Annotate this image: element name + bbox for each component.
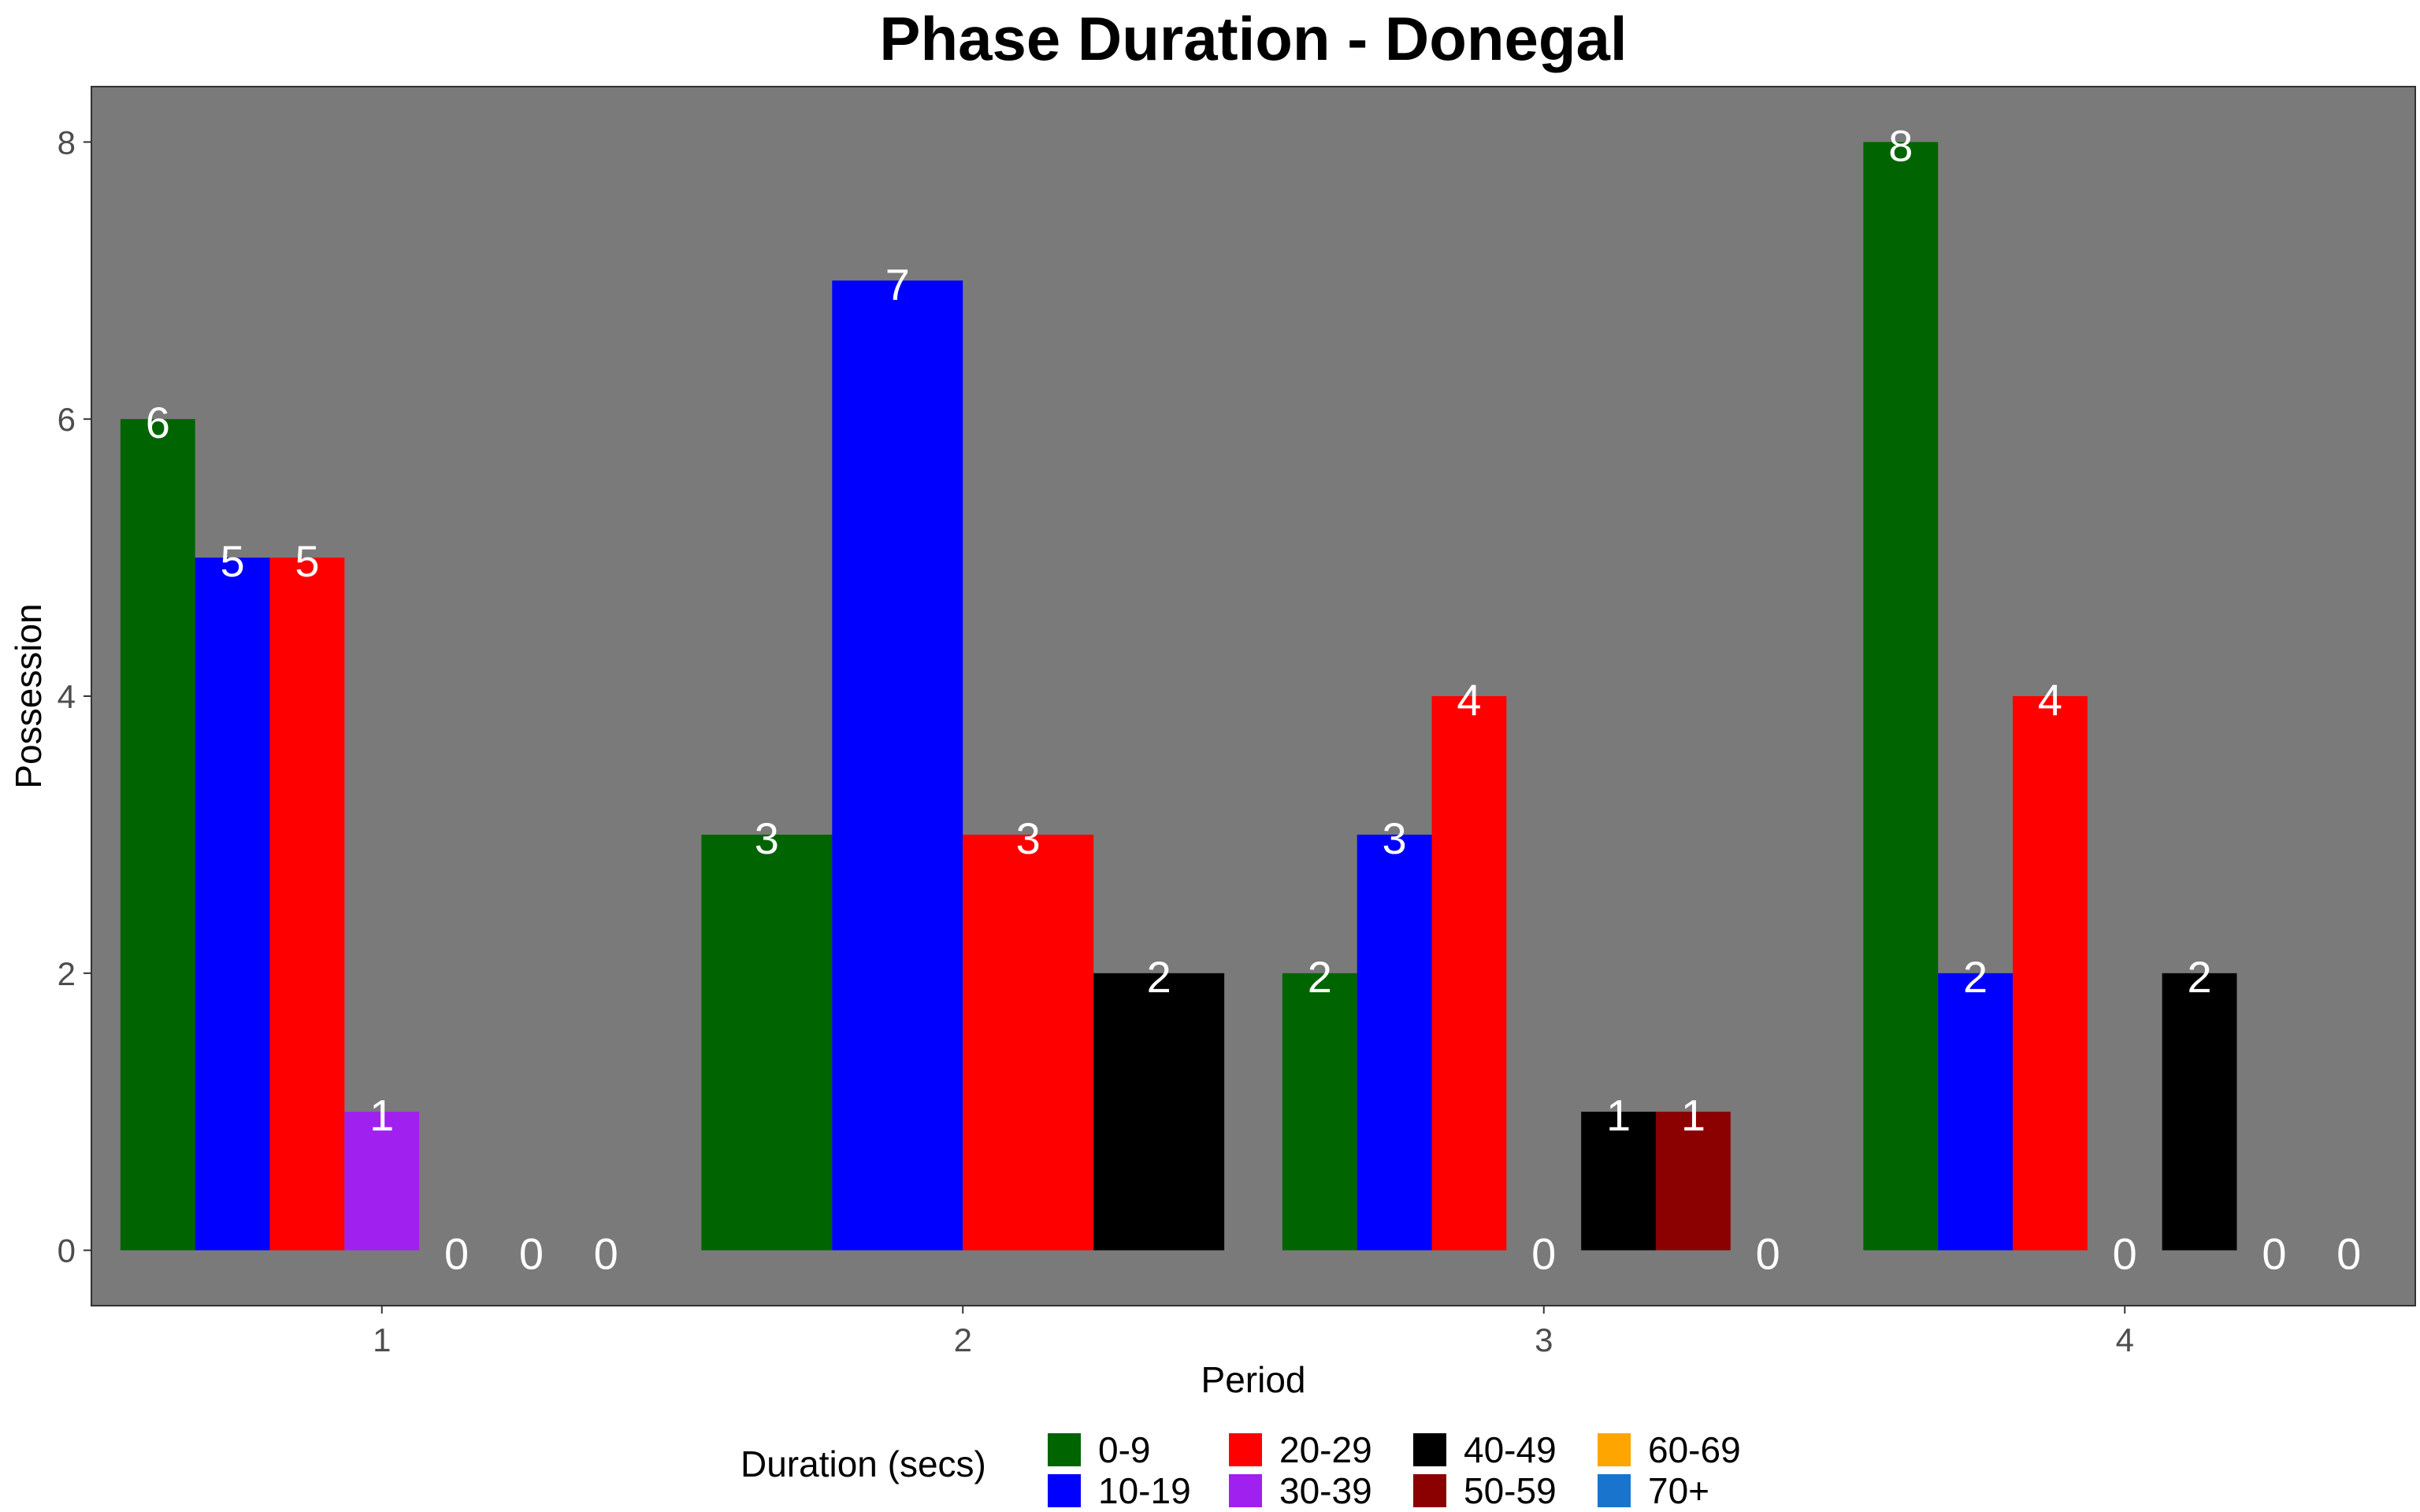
y-tick-label: 8 [58, 124, 76, 161]
legend-label: 60-69 [1648, 1429, 1741, 1470]
bar-period-3-50-59 [1655, 1111, 1731, 1251]
legend-swatch [1048, 1474, 1081, 1507]
y-axis: 0 2 4 6 8 [58, 124, 91, 1269]
data-label: 0 [1531, 1229, 1556, 1279]
bar-period-3-40-49 [1581, 1111, 1656, 1251]
y-axis-label: Possession [8, 603, 49, 788]
bar-period-1-20-29 [269, 558, 345, 1251]
legend-swatch [1048, 1433, 1081, 1466]
data-label: 1 [1681, 1091, 1706, 1140]
bars-layer [120, 142, 2237, 1251]
bar-period-2-10-19 [832, 280, 963, 1251]
bar-period-1-30-39 [344, 1111, 420, 1251]
bar-period-4-20-29 [2013, 696, 2088, 1251]
bar-period-1-10-19 [195, 558, 270, 1251]
data-label: 5 [221, 536, 245, 586]
y-tick-label: 6 [58, 401, 76, 438]
data-label: 3 [1383, 813, 1407, 863]
bar-period-4-0-9 [1863, 142, 1939, 1251]
bar-period-3-0-9 [1282, 973, 1357, 1251]
x-axis: 1 2 3 4 [373, 1306, 2134, 1358]
bar-period-2-0-9 [701, 834, 833, 1251]
y-tick-label: 4 [58, 678, 76, 715]
data-label: 5 [295, 536, 319, 586]
legend-swatch [1598, 1474, 1631, 1507]
legend-item-60-69: 60-69 [1598, 1429, 1741, 1471]
x-tick-label: 4 [2116, 1321, 2134, 1358]
data-label: 0 [444, 1229, 469, 1279]
x-axis-label: Period [1201, 1359, 1306, 1400]
data-label: 7 [885, 259, 910, 309]
legend-item-10-19: 10-19 [1048, 1469, 1191, 1512]
data-label: 8 [1888, 120, 1913, 170]
y-tick-label: 0 [58, 1232, 76, 1269]
bar-period-4-40-49 [2162, 973, 2237, 1251]
legend-swatch [1413, 1433, 1446, 1466]
bar-period-3-20-29 [1431, 696, 1507, 1251]
legend-label: 40-49 [1464, 1429, 1557, 1470]
data-label: 0 [519, 1229, 544, 1279]
legend-swatch [1413, 1474, 1446, 1507]
data-label: 2 [1963, 952, 1988, 1002]
chart-title: Phase Duration - Donegal [879, 4, 1628, 73]
data-label: 1 [1606, 1091, 1631, 1140]
legend-swatch [1229, 1474, 1262, 1507]
legend-item-0-9: 0-9 [1048, 1429, 1150, 1471]
x-tick-label: 1 [373, 1321, 391, 1358]
legend-item-50-59: 50-59 [1413, 1469, 1557, 1512]
data-label: 2 [1308, 952, 1332, 1002]
legend-label: 70+ [1648, 1470, 1710, 1511]
data-label: 3 [1016, 813, 1041, 863]
bar-period-2-40-49 [1093, 973, 1225, 1251]
data-label: 0 [594, 1229, 618, 1279]
legend-label: 30-39 [1279, 1470, 1372, 1511]
data-label: 2 [2187, 952, 2211, 1002]
legend-item-40-49: 40-49 [1413, 1429, 1557, 1471]
y-tick-label: 2 [58, 955, 76, 992]
data-label: 0 [2336, 1229, 2361, 1279]
data-label: 6 [146, 398, 170, 447]
legend-swatch [1229, 1433, 1262, 1466]
data-label: 0 [2113, 1229, 2137, 1279]
data-label: 1 [369, 1091, 394, 1140]
x-tick-label: 3 [1535, 1321, 1553, 1358]
legend-item-20-29: 20-29 [1229, 1429, 1372, 1471]
legend-swatch [1598, 1433, 1631, 1466]
data-label: 0 [1756, 1229, 1780, 1279]
x-tick-label: 2 [954, 1321, 972, 1358]
bar-period-2-20-29 [963, 834, 1094, 1251]
legend-label: 10-19 [1098, 1470, 1191, 1511]
bar-period-1-0-9 [120, 419, 195, 1251]
bar-period-4-10-19 [1938, 973, 2014, 1251]
data-label: 0 [2262, 1229, 2286, 1279]
data-label: 4 [1457, 675, 1481, 724]
data-label: 4 [2038, 675, 2062, 724]
bar-period-3-10-19 [1357, 834, 1432, 1251]
legend-label: 20-29 [1279, 1429, 1372, 1470]
legend-label: 50-59 [1464, 1470, 1557, 1511]
legend-label: 0-9 [1098, 1429, 1151, 1470]
legend: Duration (secs) 0-9 10-19 20-29 30-39 40-49 5… [0, 1418, 2420, 1512]
legend-item-70plus: 70+ [1598, 1469, 1709, 1512]
legend-item-30-39: 30-39 [1229, 1469, 1372, 1512]
data-label: 3 [755, 813, 779, 863]
data-label: 2 [1147, 952, 1171, 1002]
legend-title: Duration (secs) [740, 1443, 986, 1484]
